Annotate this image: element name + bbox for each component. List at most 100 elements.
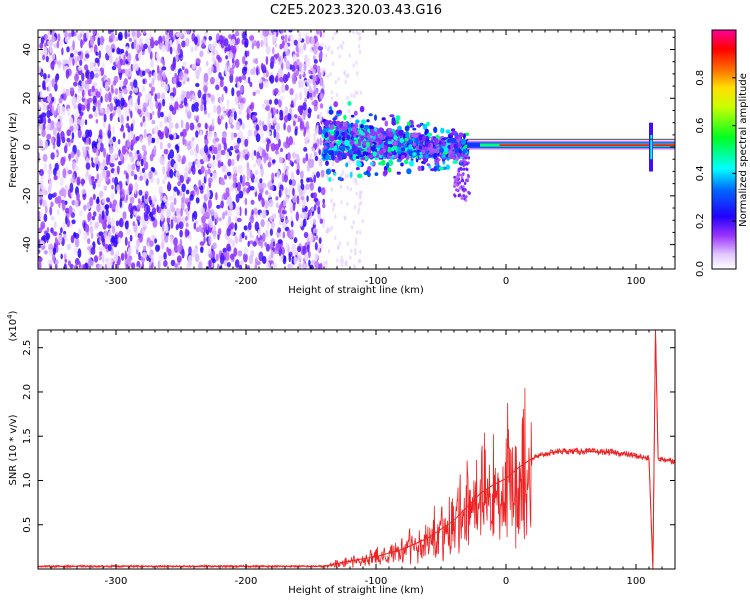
- heatmap-noise-cell: [60, 227, 63, 234]
- x-tick-label: 0: [503, 276, 509, 287]
- heatmap-noise-cell: [181, 248, 185, 259]
- heatmap-noise-cell: [278, 99, 282, 108]
- heatmap-noise-cell: [226, 200, 230, 206]
- heatmap-noise-cell: [354, 241, 357, 246]
- heatmap-noise-cell: [330, 50, 334, 55]
- heatmap-signal-cell: [464, 198, 468, 202]
- heatmap-noise-cell: [110, 84, 114, 92]
- heatmap-noise-cell: [358, 206, 361, 212]
- heatmap-noise-cell: [103, 185, 108, 191]
- heatmap-noise-cell: [38, 227, 43, 233]
- heatmap-noise-cell: [319, 262, 323, 269]
- heatmap-noise-cell: [194, 44, 198, 52]
- heatmap-noise-cell: [359, 230, 362, 235]
- heatmap-noise-cell: [355, 30, 359, 35]
- heatmap-noise-cell: [296, 195, 300, 205]
- heatmap-noise-cell: [51, 35, 56, 43]
- heatmap-noise-cell: [65, 69, 70, 79]
- heatmap-noise-cell: [91, 175, 94, 186]
- heatmap-noise-cell: [195, 82, 200, 88]
- heatmap-noise-cell: [296, 155, 300, 165]
- heatmap-noise-cell: [60, 106, 66, 116]
- heatmap-noise-cell: [194, 185, 198, 192]
- heatmap-signal-cell: [360, 156, 366, 161]
- heatmap-noise-cell: [106, 262, 111, 269]
- heatmap-noise-cell: [81, 79, 85, 89]
- heatmap-noise-cell: [318, 157, 323, 167]
- heatmap-noise-cell: [220, 264, 223, 269]
- heatmap-noise-cell: [273, 128, 277, 139]
- heatmap-noise-cell: [87, 238, 91, 245]
- heatmap-noise-cell: [242, 174, 246, 183]
- heatmap-noise-cell: [221, 164, 227, 173]
- heatmap-noise-cell: [75, 57, 78, 66]
- heatmap-noise-cell: [174, 72, 178, 79]
- heatmap-noise-cell: [265, 243, 270, 252]
- heatmap-noise-cell: [164, 233, 169, 243]
- heatmap-noise-cell: [68, 205, 73, 215]
- heatmap-noise-cell: [42, 80, 46, 89]
- heatmap-signal-cell: [433, 138, 439, 143]
- heatmap-noise-cell: [322, 203, 326, 209]
- heatmap-noise-cell: [207, 154, 211, 159]
- heatmap-noise-cell: [93, 147, 97, 154]
- heatmap-signal-cell: [331, 154, 335, 161]
- heatmap-noise-cell: [325, 264, 328, 269]
- heatmap-noise-cell: [147, 113, 151, 121]
- heatmap-noise-cell: [104, 243, 109, 250]
- heatmap-noise-cell: [299, 74, 302, 80]
- heatmap-noise-cell: [168, 134, 174, 140]
- heatmap-noise-cell: [163, 260, 168, 267]
- heatmap-noise-cell: [215, 84, 220, 91]
- heatmap-noise-cell: [47, 193, 53, 201]
- heatmap-noise-cell: [135, 231, 138, 238]
- heatmap-noise-cell: [44, 140, 49, 150]
- heatmap-noise-cell: [251, 114, 257, 121]
- heatmap-noise-cell: [62, 88, 67, 94]
- heatmap-signal-cell: [326, 150, 332, 154]
- heatmap-noise-cell: [119, 189, 123, 196]
- heatmap-noise-cell: [183, 171, 188, 181]
- heatmap-noise-cell: [170, 63, 176, 72]
- heatmap-noise-cell: [160, 111, 164, 118]
- heatmap-signal-cell: [395, 115, 401, 121]
- heatmap-noise-cell: [244, 207, 248, 216]
- heatmap-noise-cell: [52, 247, 57, 255]
- heatmap-noise-cell: [131, 262, 136, 269]
- heatmap-noise-cell: [324, 53, 328, 58]
- heatmap-noise-cell: [75, 124, 79, 131]
- heatmap-noise-cell: [69, 125, 74, 132]
- heatmap-noise-cell: [194, 102, 199, 108]
- heatmap-noise-cell: [157, 102, 162, 111]
- heatmap-noise-cell: [320, 169, 325, 178]
- heatmap-noise-cell: [298, 62, 303, 68]
- heatmap-signal-cell: [453, 143, 458, 149]
- heatmap-noise-cell: [164, 126, 169, 135]
- heatmap-noise-cell: [250, 101, 254, 112]
- heatmap-noise-cell: [238, 110, 242, 115]
- x-tick-label: -300: [105, 576, 128, 587]
- heatmap-signal-cell: [384, 120, 389, 127]
- heatmap-noise-cell: [329, 72, 332, 77]
- heatmap-signal-cell: [392, 140, 398, 147]
- heatmap-noise-cell: [288, 34, 292, 40]
- heatmap-signal-cell: [449, 153, 455, 159]
- heatmap-noise-cell: [225, 151, 229, 159]
- heatmap-signal-cell: [460, 195, 464, 199]
- heatmap-noise-cell: [194, 253, 200, 263]
- heatmap-noise-cell: [129, 234, 133, 242]
- heatmap-noise-cell: [208, 130, 213, 138]
- heatmap-noise-cell: [154, 170, 158, 176]
- heatmap-noise-cell: [240, 156, 244, 161]
- heatmap-signal-cell: [374, 131, 381, 135]
- heatmap-noise-cell: [177, 141, 180, 147]
- heatmap-noise-cell: [204, 169, 208, 179]
- heatmap-noise-cell: [180, 131, 184, 137]
- heatmap-noise-cell: [283, 174, 288, 183]
- heatmap-noise-cell: [262, 124, 268, 132]
- heatmap-noise-cell: [220, 200, 224, 209]
- heatmap-signal-cell: [351, 126, 357, 133]
- heatmap-noise-cell: [169, 169, 174, 179]
- heatmap-noise-cell: [270, 263, 276, 269]
- snr-panel: -300 -200 -100 0 100 0.51.01.52.02.5 Height …: [6, 310, 676, 596]
